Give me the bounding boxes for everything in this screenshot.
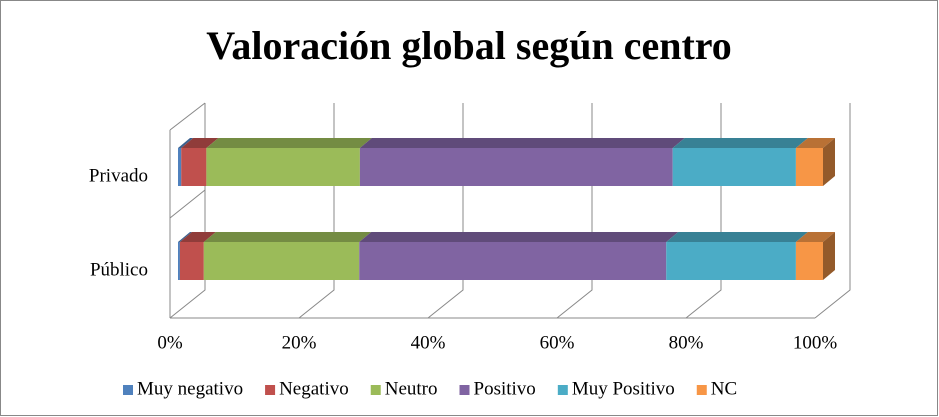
- bar-top: [206, 138, 372, 148]
- bar-top: [178, 232, 192, 242]
- bar: [181, 148, 207, 186]
- legend-label: Muy negativo: [137, 378, 243, 399]
- legend-swatch: [459, 385, 470, 395]
- chart-title: Valoración global según centro: [206, 23, 732, 68]
- x-tick-label: 0%: [157, 332, 183, 353]
- x-tick-label: 60%: [540, 332, 575, 353]
- bar: [795, 242, 823, 280]
- bar: [672, 148, 796, 186]
- bar-top: [181, 138, 219, 148]
- bar-top: [666, 232, 808, 242]
- legend-label: Positivo: [474, 378, 536, 399]
- bar-top: [179, 232, 216, 242]
- x-tick-label: 20%: [282, 332, 317, 353]
- bar: [178, 148, 182, 186]
- legend-label: Neutro: [385, 378, 438, 399]
- legend-swatch: [370, 385, 381, 395]
- x-tick-label: 100%: [793, 332, 838, 353]
- y-tick-label: Privado: [89, 165, 148, 186]
- bar: [359, 148, 673, 186]
- legend-label: NC: [711, 378, 737, 399]
- axis-wall: [169, 189, 206, 219]
- legend-swatch: [696, 385, 707, 395]
- bar-side: [823, 138, 835, 186]
- legend-label: Negativo: [279, 378, 349, 399]
- bar-top: [203, 232, 372, 242]
- bar: [206, 148, 360, 186]
- bar-top: [359, 138, 685, 148]
- bar-top: [178, 138, 194, 148]
- legend-swatch: [557, 385, 568, 395]
- bar: [359, 242, 667, 280]
- bar-top: [359, 232, 679, 242]
- axis-wall: [169, 102, 206, 131]
- bar: [203, 242, 360, 280]
- bar: [178, 242, 180, 280]
- bar-top: [672, 138, 808, 148]
- legend-label: Muy Positivo: [572, 378, 675, 399]
- bar: [179, 242, 204, 280]
- bar-side: [823, 232, 835, 280]
- grid-line: [814, 103, 851, 319]
- bar: [795, 148, 823, 186]
- y-tick-label: Público: [90, 259, 148, 280]
- x-tick-label: 80%: [669, 332, 704, 353]
- legend-swatch: [123, 385, 133, 395]
- x-tick-label: 40%: [411, 332, 446, 353]
- legend-swatch: [265, 385, 276, 395]
- bar: [666, 242, 796, 280]
- bar-top: [795, 138, 835, 148]
- bar-top: [795, 232, 835, 242]
